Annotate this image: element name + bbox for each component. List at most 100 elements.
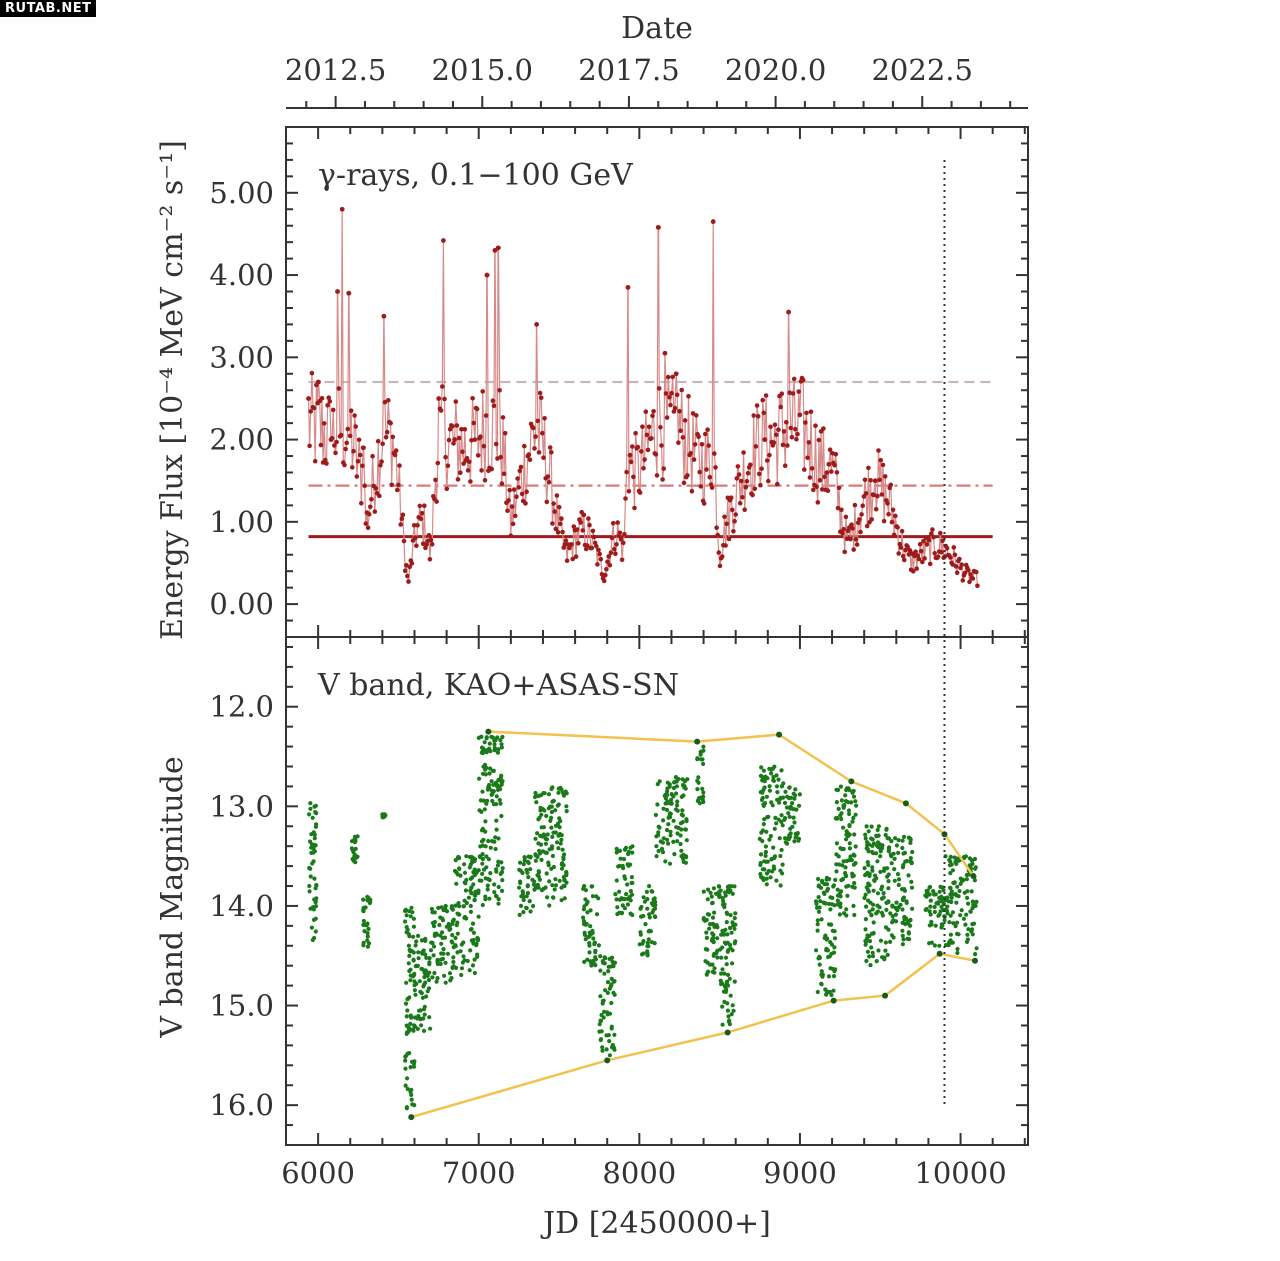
vband-data-point xyxy=(892,856,897,862)
gamma-data-point xyxy=(780,442,786,448)
vband-data-point xyxy=(563,789,568,794)
vband-data-point xyxy=(906,873,911,878)
vband-data-point xyxy=(714,923,719,928)
vband-data-point xyxy=(518,879,523,884)
vband-data-point xyxy=(769,857,774,862)
gamma-data-point xyxy=(413,535,418,541)
vband-data-point xyxy=(884,827,889,832)
gamma-data-point xyxy=(424,542,429,547)
date-tick-label: 2012.5 xyxy=(285,53,386,87)
gamma-data-point xyxy=(813,423,818,429)
vband-data-point xyxy=(816,895,821,900)
vband-data-point xyxy=(701,794,706,799)
vband-data-point xyxy=(852,832,857,837)
vband-data-point xyxy=(655,782,660,787)
vband-data-point xyxy=(412,971,417,976)
gamma-data-point xyxy=(344,440,350,446)
vband-data-point xyxy=(851,794,857,799)
vband-data-point xyxy=(901,937,906,942)
gamma-data-point xyxy=(895,525,900,530)
vband-data-point xyxy=(637,942,642,947)
vband-data-point xyxy=(407,995,412,1000)
vband-data-point xyxy=(423,968,428,973)
vband-data-point xyxy=(731,1008,736,1013)
gamma-data-point xyxy=(434,499,439,504)
vband-data-point xyxy=(600,959,605,964)
vband-data-point xyxy=(721,989,727,994)
vband-data-point xyxy=(494,869,499,874)
gamma-curve-line xyxy=(307,209,978,586)
gamma-data-point xyxy=(338,432,344,438)
gamma-data-point xyxy=(513,513,518,519)
vband-data-point xyxy=(453,903,458,908)
vband-data-point xyxy=(488,749,493,754)
vband-data-point xyxy=(815,918,820,923)
gamma-data-point xyxy=(898,545,904,550)
gamma-data-point xyxy=(833,451,839,457)
gamma-data-point xyxy=(753,444,759,449)
vband-upper-envelope xyxy=(488,730,975,877)
vband-data-point xyxy=(665,786,670,791)
vband-data-point xyxy=(783,789,788,794)
gamma-data-point xyxy=(444,486,450,492)
gamma-data-point xyxy=(805,455,810,461)
gamma-data-point xyxy=(844,536,850,542)
vband-data-point xyxy=(841,825,846,830)
gamma-data-point xyxy=(804,410,809,416)
vband-data-point xyxy=(955,950,960,956)
vband-data-point xyxy=(761,768,767,773)
vband-data-point xyxy=(697,801,703,806)
vband-data-point xyxy=(672,852,677,857)
vband-data-point xyxy=(763,850,768,855)
vband-data-point xyxy=(453,935,458,941)
vband-data-point xyxy=(714,891,719,896)
vband-data-point xyxy=(667,861,673,866)
vband-data-point xyxy=(404,913,409,918)
gamma-data-point xyxy=(716,550,722,555)
vband-data-point xyxy=(426,977,432,983)
vband-data-point xyxy=(822,891,827,897)
vband-data-point xyxy=(477,776,482,781)
gamma-data-point xyxy=(922,556,927,561)
vband-data-point xyxy=(974,946,979,951)
vband-data-point xyxy=(540,807,545,812)
vband-data-point xyxy=(869,945,874,950)
vband-data-point xyxy=(308,801,313,806)
vband-data-point xyxy=(725,948,731,953)
gamma-data-point xyxy=(710,219,716,224)
vband-data-point xyxy=(473,889,478,894)
vband-data-point xyxy=(459,966,465,971)
vband-data-point xyxy=(471,937,476,943)
vband-data-point xyxy=(544,850,549,856)
vband-data-point xyxy=(528,867,533,872)
gamma-data-point xyxy=(342,462,347,468)
vband-data-point xyxy=(711,940,716,945)
vband-data-point xyxy=(537,851,543,856)
vband-data-point xyxy=(792,796,797,801)
vband-data-point xyxy=(651,902,656,908)
vband-data-point xyxy=(909,879,914,885)
gamma-data-point xyxy=(758,482,763,488)
vband-data-point xyxy=(518,860,523,865)
vband-data-point xyxy=(832,929,837,934)
vband-data-point xyxy=(456,901,461,906)
gamma-data-point xyxy=(467,459,472,465)
vband-data-point xyxy=(612,1032,617,1037)
vband-data-point xyxy=(684,854,689,859)
vband-data-point xyxy=(732,941,737,946)
vband-data-point xyxy=(773,815,778,821)
vband-data-point xyxy=(411,916,416,921)
vband-data-point xyxy=(715,955,720,960)
vband-data-point xyxy=(661,818,666,823)
vband-data-point xyxy=(423,938,428,943)
gamma-data-point xyxy=(534,322,539,327)
vband-data-point xyxy=(775,790,780,795)
vband-data-point xyxy=(404,1023,409,1028)
vband-data-point xyxy=(623,876,628,881)
gamma-data-point xyxy=(506,498,511,503)
gamma-data-point xyxy=(357,452,363,458)
vband-data-point xyxy=(720,896,725,901)
gamma-data-point xyxy=(826,462,832,467)
vband-data-point xyxy=(671,818,676,823)
gamma-data-point xyxy=(751,413,756,418)
